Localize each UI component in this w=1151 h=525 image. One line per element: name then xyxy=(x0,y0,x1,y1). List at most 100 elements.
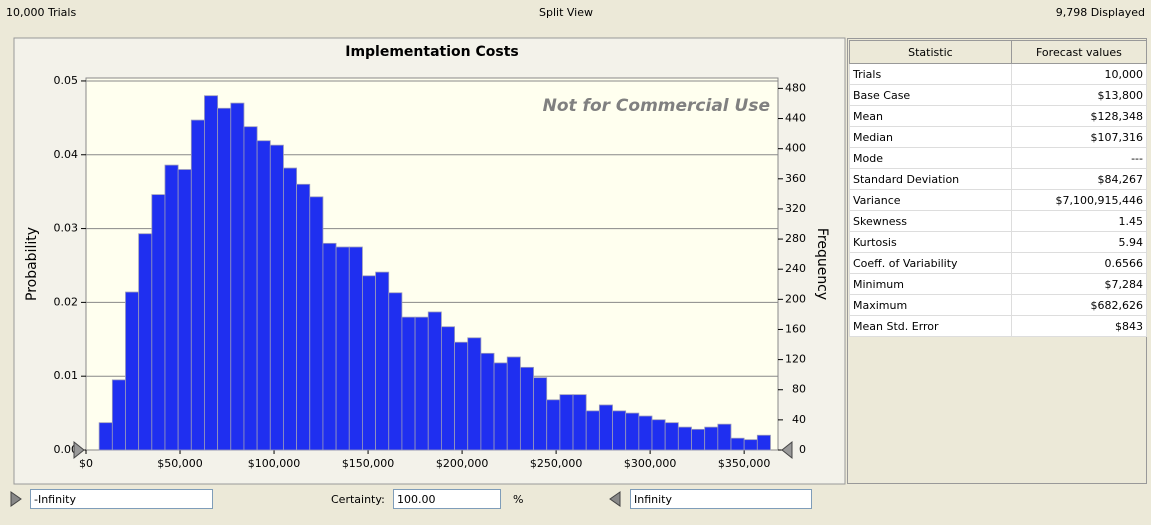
trials: 10,000 Trials xyxy=(6,6,77,19)
y2-tick-label: 440 xyxy=(785,112,806,125)
bar xyxy=(151,194,166,451)
bar xyxy=(230,102,245,451)
x-tick-label: $250,000 xyxy=(530,457,583,470)
bar xyxy=(480,352,495,451)
stat-name: Skewness xyxy=(849,210,1012,232)
y2-tick-label: 120 xyxy=(785,353,806,366)
bar xyxy=(454,341,469,451)
bar xyxy=(677,426,692,451)
y-tick-label: 0.04 xyxy=(54,148,79,161)
stat-name: Median xyxy=(849,126,1012,148)
stat-name: Maximum xyxy=(849,294,1012,316)
y2-tick-label: 400 xyxy=(785,142,806,155)
x-tick-label: $150,000 xyxy=(342,457,395,470)
bar xyxy=(559,394,574,451)
bar xyxy=(256,140,271,451)
stat-value: $107,316 xyxy=(1010,126,1148,148)
y2-tick-label: 320 xyxy=(785,202,806,215)
upper-bound-input[interactable]: Infinity xyxy=(630,489,812,509)
bar xyxy=(111,379,126,451)
bar xyxy=(348,246,363,451)
bar xyxy=(756,434,771,451)
bar xyxy=(296,183,311,451)
certainty-unit: % xyxy=(513,493,524,506)
stat-value: $7,284 xyxy=(1010,273,1148,295)
bar xyxy=(743,439,758,451)
watermark: Not for Commercial Use xyxy=(543,96,770,116)
stats-row: Standard Deviation $84,267 xyxy=(849,168,1148,190)
stats-row: Mean Std. Error $843 xyxy=(849,315,1148,337)
bar xyxy=(625,412,640,451)
y2-tick-label: 0 xyxy=(799,443,806,456)
stat-name: Kurtosis xyxy=(849,231,1012,253)
certainty-label: Certainty: xyxy=(331,493,385,506)
bar xyxy=(243,126,258,451)
y2-tick-label: 40 xyxy=(792,413,806,426)
stat-name: Mode xyxy=(849,147,1012,169)
y2-tick-label: 360 xyxy=(785,172,806,185)
stats-row: Coeff. of Variability 0.6566 xyxy=(849,252,1148,274)
bar xyxy=(388,292,403,451)
upper-grabber[interactable] xyxy=(609,491,621,507)
stats-table: Statistic Forecast values Trials 10,000 Base… xyxy=(849,40,1148,337)
bar xyxy=(585,410,600,451)
bar xyxy=(335,246,350,451)
y2-tick-label: 160 xyxy=(785,322,806,335)
upper-slider xyxy=(781,440,793,460)
bar xyxy=(730,437,745,451)
bar xyxy=(283,167,298,451)
stat-name: Standard Deviation xyxy=(849,168,1012,190)
stat-value: $7,100,915,446 xyxy=(1010,189,1148,211)
stat-name: Base Case xyxy=(849,84,1012,106)
bar xyxy=(664,422,679,451)
bar xyxy=(414,316,429,451)
y2-axis-label: Frequency xyxy=(814,228,830,300)
bar xyxy=(375,271,390,451)
bar xyxy=(441,326,455,451)
stat-name: Variance xyxy=(849,189,1012,211)
chart: Implementation Costs Probability Frequen… xyxy=(13,37,846,485)
lower-bound-input[interactable]: -Infinity xyxy=(30,489,213,509)
bar xyxy=(638,415,653,451)
column-header: Forecast values xyxy=(1010,40,1148,64)
bar xyxy=(717,423,732,451)
chart-title: Implementation Costs xyxy=(345,44,519,60)
view-mode[interactable]: Split View xyxy=(539,6,593,19)
bar xyxy=(546,399,561,451)
stat-name: Mean xyxy=(849,105,1012,127)
stats-row: Skewness 1.45 xyxy=(849,210,1148,232)
x-tick-label: $50,000 xyxy=(157,457,203,470)
column-header: Statistic xyxy=(849,40,1012,64)
bar xyxy=(651,419,666,451)
y2-tick-label: 280 xyxy=(785,232,806,245)
stat-value: $84,267 xyxy=(1010,168,1148,190)
y2-tick-label: 200 xyxy=(785,292,806,305)
y-axis-label: Probability xyxy=(24,227,40,301)
x-tick-label: $350,000 xyxy=(718,457,771,470)
stat-name: Minimum xyxy=(849,273,1012,295)
bar xyxy=(467,337,482,451)
bar xyxy=(519,366,534,451)
x-tick-label: $100,000 xyxy=(248,457,301,470)
stat-value: 5.94 xyxy=(1010,231,1148,253)
bar xyxy=(177,169,192,451)
x-tick-label: $300,000 xyxy=(624,457,677,470)
stats-row: Variance $7,100,915,446 xyxy=(849,189,1148,211)
bar xyxy=(164,164,179,451)
stat-value: --- xyxy=(1010,147,1148,169)
bar xyxy=(98,422,113,451)
y-tick-label: 0.02 xyxy=(54,295,79,308)
bar xyxy=(506,356,521,451)
lower-grabber[interactable] xyxy=(10,491,22,507)
y-tick-label: 0.01 xyxy=(54,369,79,382)
bar xyxy=(612,410,627,451)
x-tick-label: $0 xyxy=(79,457,93,470)
bar xyxy=(269,144,284,451)
stats-row: Base Case $13,800 xyxy=(849,84,1148,106)
stat-name: Coeff. of Variability xyxy=(849,252,1012,274)
y2-tick-label: 80 xyxy=(792,383,806,396)
bar xyxy=(401,316,416,451)
stats-row: Mean $128,348 xyxy=(849,105,1148,127)
certainty-input[interactable]: 100.00 xyxy=(393,489,501,509)
